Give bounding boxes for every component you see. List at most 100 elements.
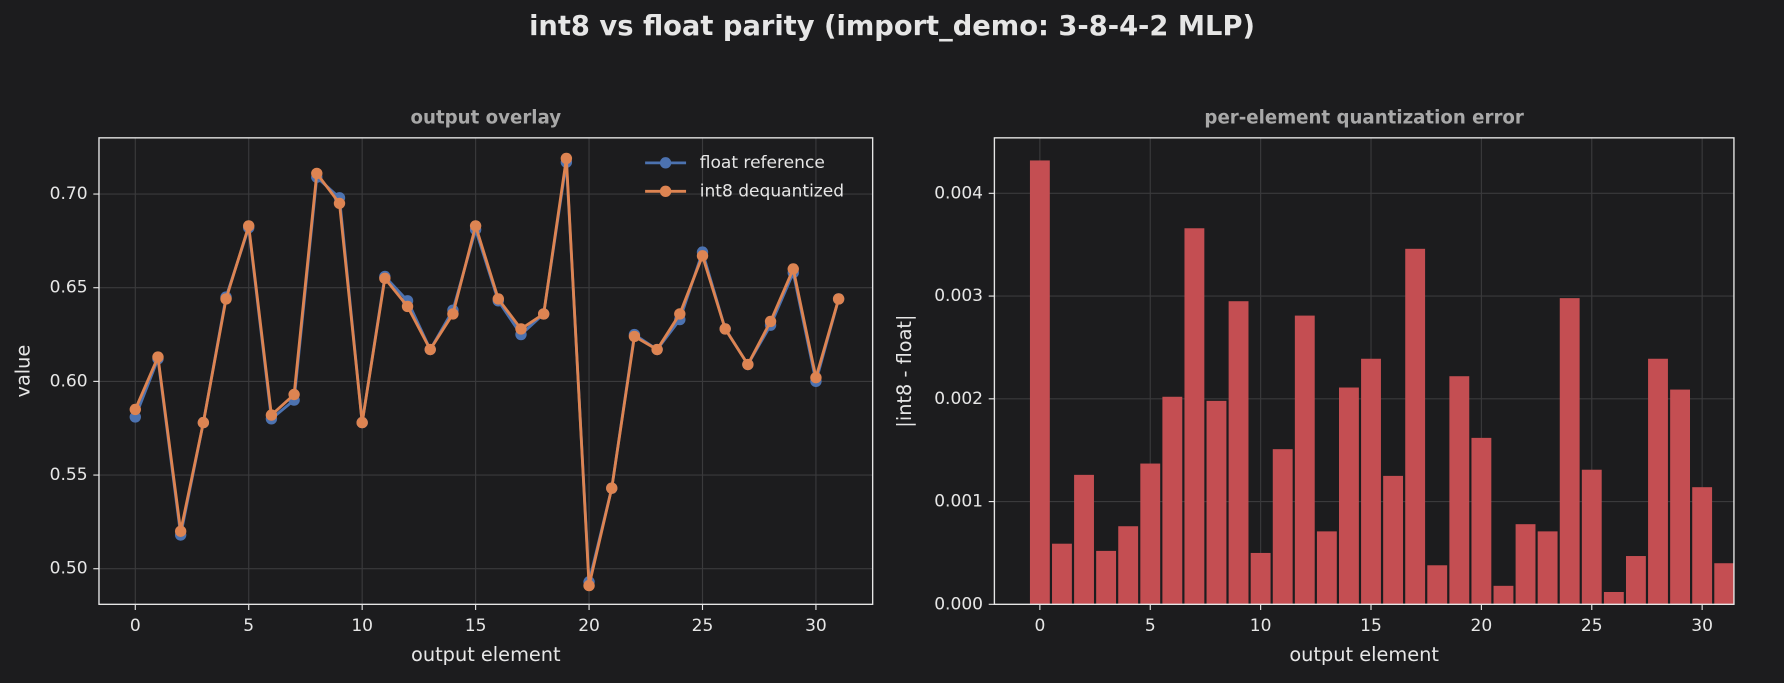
point xyxy=(787,263,799,275)
point xyxy=(492,293,504,305)
x-tick-label: 25 xyxy=(692,616,714,636)
point xyxy=(379,272,391,285)
x-tick-label: 10 xyxy=(351,616,373,636)
y-tick-label: 0.60 xyxy=(50,371,88,391)
point xyxy=(356,416,368,429)
legend-label: float reference xyxy=(700,153,825,173)
bar xyxy=(1118,526,1139,605)
bar xyxy=(1449,376,1470,605)
bar xyxy=(1316,531,1337,605)
point xyxy=(537,308,550,320)
point xyxy=(628,330,641,343)
y-axis-label: value xyxy=(11,345,34,398)
point xyxy=(583,579,595,592)
bar xyxy=(1427,565,1448,605)
bar xyxy=(1096,550,1117,605)
point xyxy=(674,308,686,320)
bar xyxy=(1405,248,1426,605)
bar xyxy=(1294,315,1315,605)
x-tick-label: 20 xyxy=(578,616,600,636)
bar xyxy=(1140,463,1161,605)
bar xyxy=(1648,358,1668,605)
bar xyxy=(1625,556,1646,605)
point xyxy=(742,358,754,371)
y-tick-label: 0.001 xyxy=(934,492,983,512)
bar xyxy=(1692,487,1713,605)
point xyxy=(288,388,300,401)
bar xyxy=(1206,400,1227,605)
point xyxy=(333,197,346,210)
x-tick-label: 15 xyxy=(1360,616,1382,636)
bar xyxy=(1493,585,1514,605)
point xyxy=(469,220,482,232)
point xyxy=(651,343,663,356)
bar xyxy=(1228,301,1249,605)
series-line xyxy=(133,158,840,586)
point xyxy=(152,351,164,363)
x-axis-label: output element xyxy=(1289,643,1439,666)
point xyxy=(696,250,709,262)
x-tick-label: 20 xyxy=(1471,616,1493,636)
bar xyxy=(1250,552,1271,605)
point xyxy=(220,293,232,305)
point xyxy=(197,416,210,429)
bar xyxy=(1339,387,1359,605)
plot-frame xyxy=(98,137,874,606)
point xyxy=(243,220,255,232)
y-tick-label: 0.50 xyxy=(50,559,88,579)
x-tick-label: 5 xyxy=(243,616,254,636)
y-tick-label: 0.65 xyxy=(50,278,88,298)
bar xyxy=(1162,396,1183,605)
x-tick-label: 30 xyxy=(1691,616,1713,636)
bar xyxy=(1184,228,1205,605)
y-tick-label: 0.000 xyxy=(934,594,983,614)
y-tick-label: 0.003 xyxy=(934,286,983,306)
point xyxy=(764,315,777,328)
point xyxy=(719,323,731,335)
bar xyxy=(1074,474,1094,605)
legend-marker xyxy=(659,185,672,198)
plot-frame xyxy=(993,137,1735,606)
bar xyxy=(1383,475,1404,605)
bar xyxy=(1714,563,1735,605)
x-axis-label: output element xyxy=(411,643,561,666)
x-tick-label: 15 xyxy=(465,616,487,636)
point xyxy=(560,152,573,165)
bar xyxy=(1537,531,1558,605)
x-tick-label: 0 xyxy=(130,616,141,636)
x-tick-label: 5 xyxy=(1145,616,1156,636)
x-tick-label: 30 xyxy=(805,616,827,636)
panel-title: per-element quantization error xyxy=(1204,108,1523,129)
y-axis-label: |int8 - float| xyxy=(893,314,916,427)
x-tick-label: 25 xyxy=(1581,616,1603,636)
point xyxy=(265,409,278,421)
point xyxy=(424,343,436,356)
y-tick-label: 0.70 xyxy=(50,184,88,204)
bar xyxy=(1603,591,1624,605)
figure-title: int8 vs float parity (import_demo: 3-8-4… xyxy=(529,11,1255,42)
y-tick-label: 0.004 xyxy=(934,183,983,203)
point xyxy=(810,371,822,384)
point xyxy=(515,323,527,335)
point xyxy=(129,403,141,416)
legend-marker xyxy=(659,157,672,169)
bar xyxy=(1581,469,1602,605)
bar xyxy=(1029,160,1050,605)
bar xyxy=(1471,437,1492,605)
point xyxy=(447,308,459,320)
point xyxy=(311,167,323,180)
y-tick-label: 0.55 xyxy=(50,465,88,485)
x-tick-label: 10 xyxy=(1250,616,1272,636)
point xyxy=(174,525,187,537)
bar xyxy=(1559,298,1580,605)
bar xyxy=(1052,543,1072,605)
point xyxy=(401,300,414,313)
y-tick-label: 0.002 xyxy=(934,389,983,409)
point xyxy=(832,293,845,305)
point xyxy=(606,482,618,494)
bar xyxy=(1670,389,1691,605)
bar xyxy=(1515,524,1536,605)
x-tick-label: 0 xyxy=(1034,616,1045,636)
bar xyxy=(1361,358,1381,605)
